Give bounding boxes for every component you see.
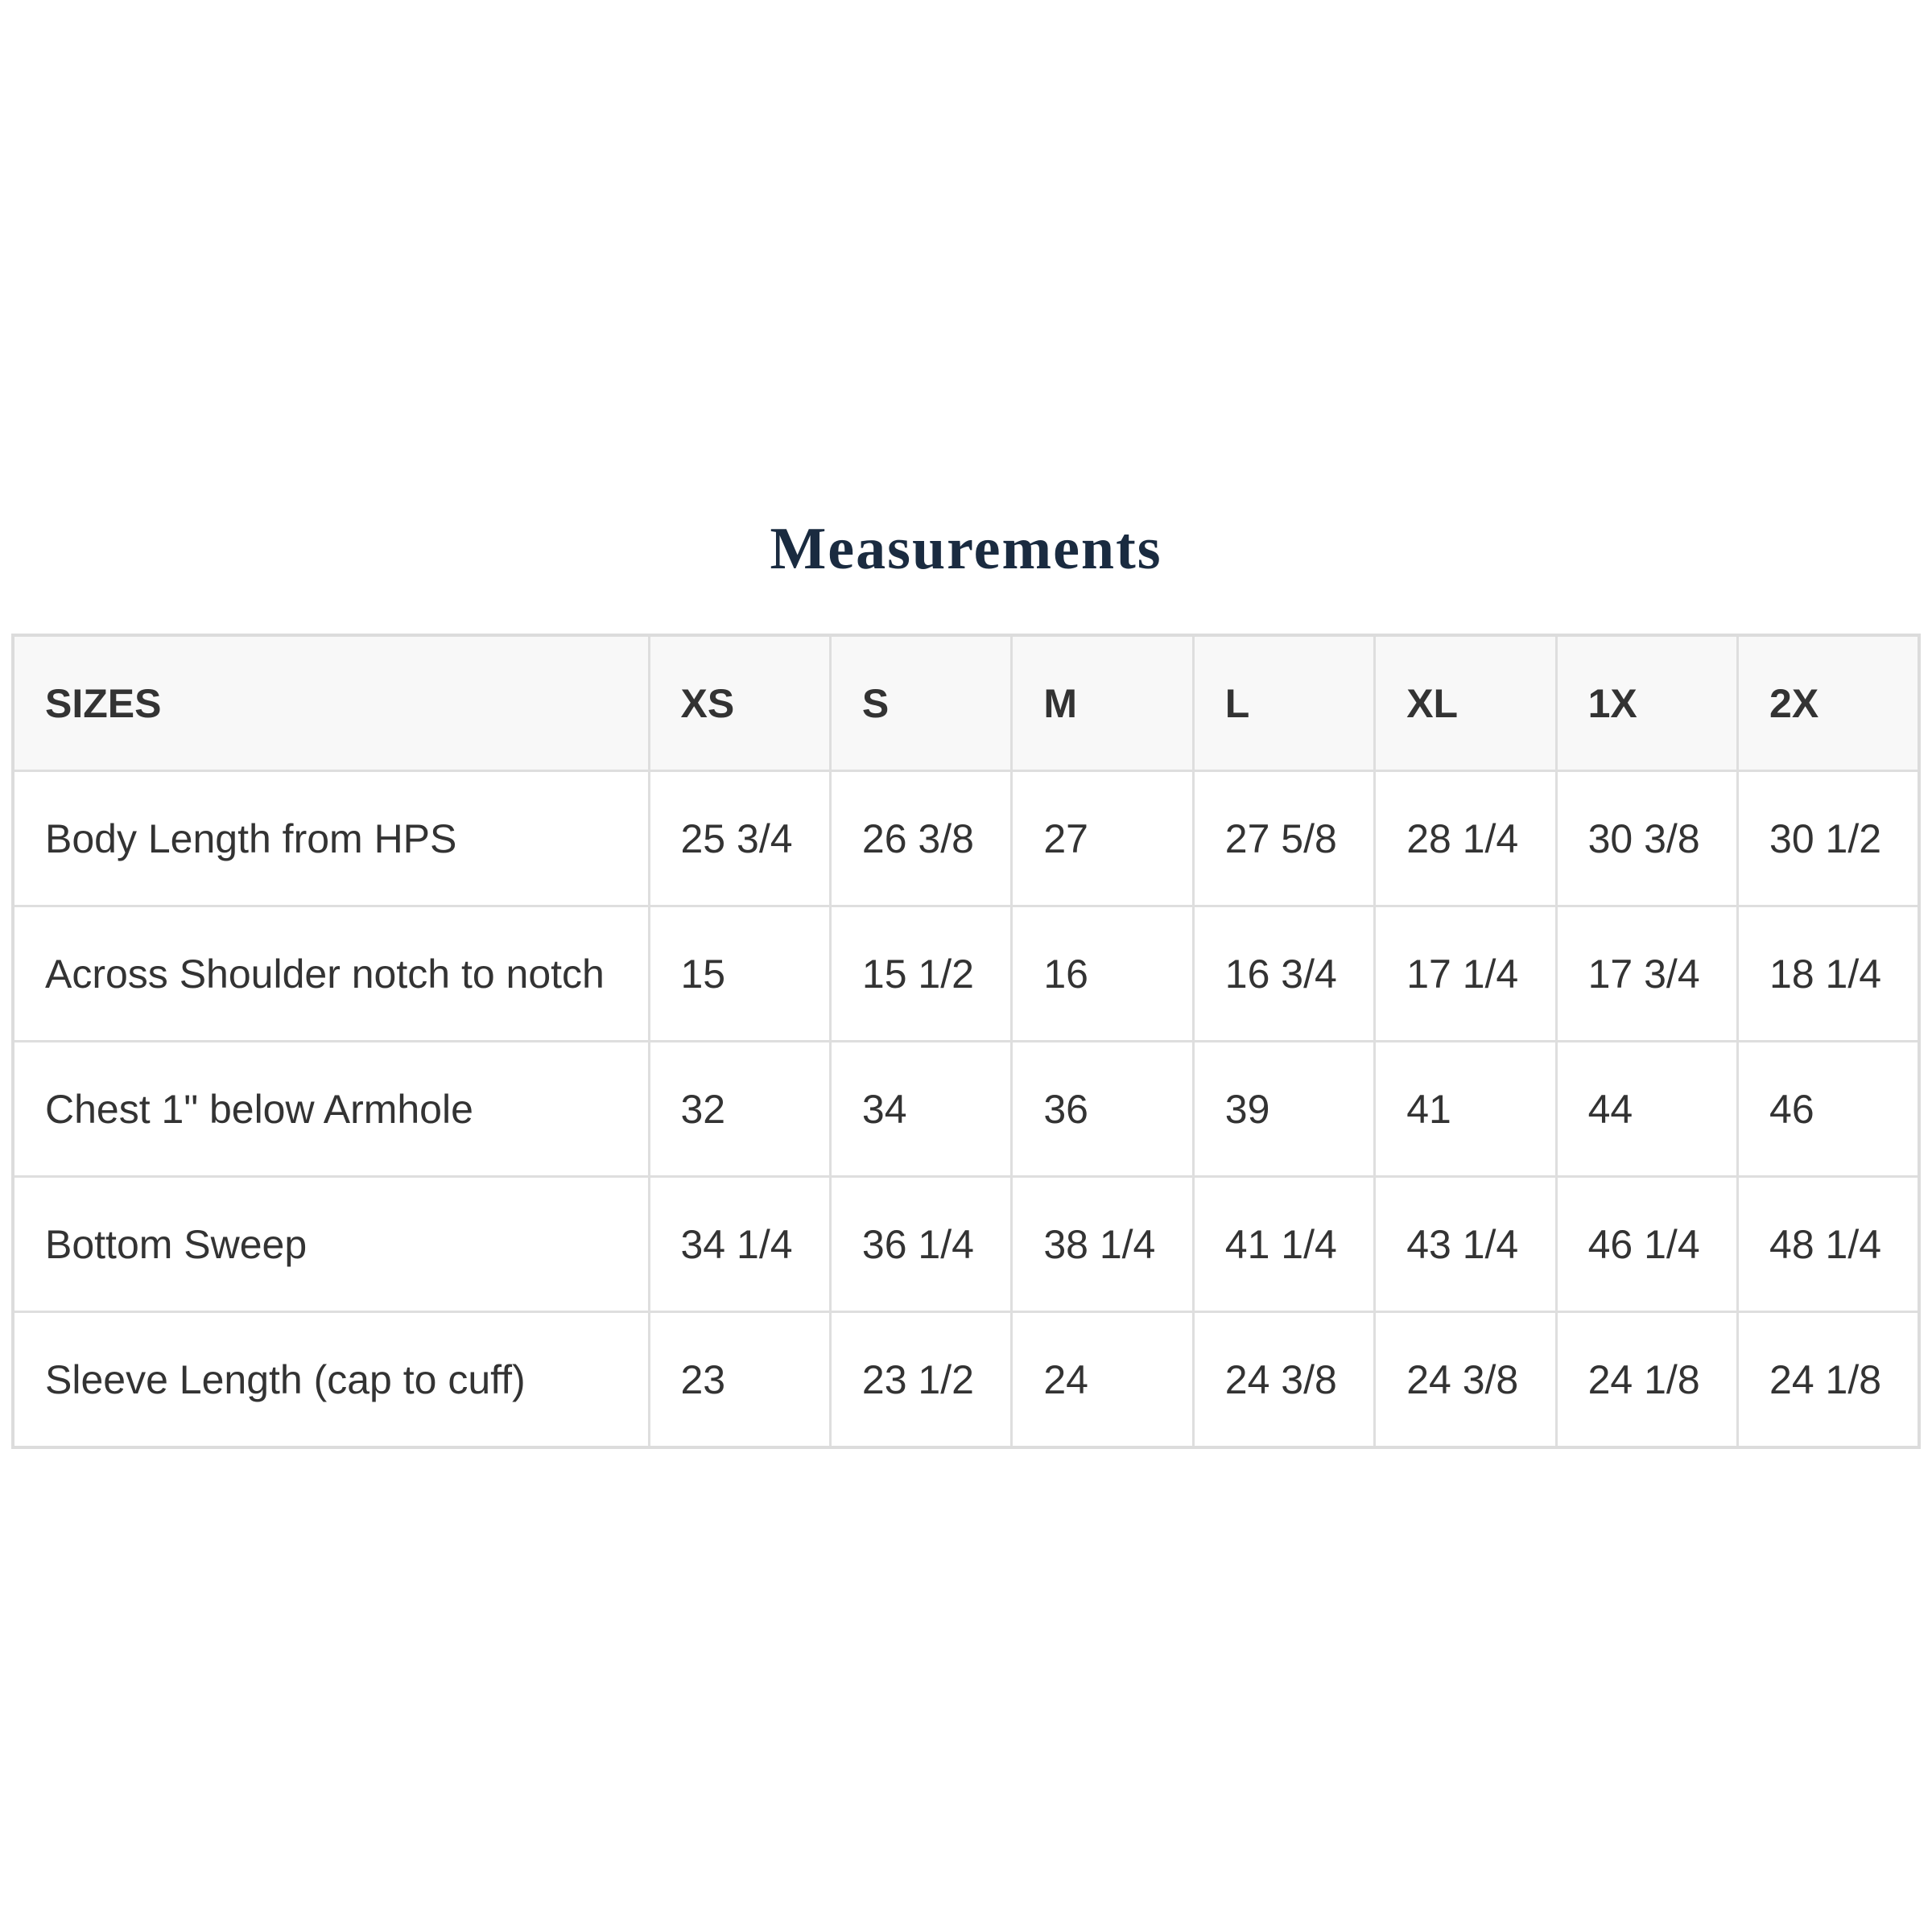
row-label: Chest 1" below Armhole — [11, 1040, 650, 1178]
measurement-cell: 38 1/4 — [1010, 1175, 1195, 1313]
measurement-cell: 48 1/4 — [1736, 1175, 1921, 1313]
table-body: Body Length from HPS 25 3/4 26 3/8 27 27 5/8… — [11, 770, 1921, 1449]
measurement-cell: 24 3/8 — [1373, 1311, 1558, 1449]
measurement-cell: 36 1/4 — [828, 1175, 1013, 1313]
row-label: Sleeve Length (cap to cuff) — [11, 1311, 650, 1449]
measurement-cell: 25 3/4 — [647, 770, 832, 907]
table-header-row: SIZES XS S M L XL 1X 2X — [11, 634, 1921, 772]
header-sizes: SIZES — [11, 634, 650, 772]
measurement-cell: 24 — [1010, 1311, 1195, 1449]
measurement-cell: 39 — [1191, 1040, 1377, 1178]
measurement-cell: 17 1/4 — [1373, 905, 1558, 1042]
measurement-cell: 26 3/8 — [828, 770, 1013, 907]
measurement-cell: 41 — [1373, 1040, 1558, 1178]
measurement-cell: 46 — [1736, 1040, 1921, 1178]
table-row: Sleeve Length (cap to cuff) 23 23 1/2 24 24 … — [11, 1311, 1921, 1449]
page-title: Measurements — [770, 516, 1162, 582]
measurement-cell: 16 — [1010, 905, 1195, 1042]
table-row: Bottom Sweep 34 1/4 36 1/4 38 1/4 41 1/4 43 1… — [11, 1175, 1921, 1313]
header-size-xl: XL — [1373, 634, 1558, 772]
header-size-1x: 1X — [1554, 634, 1740, 772]
header-size-2x: 2X — [1736, 634, 1921, 772]
table-row: Body Length from HPS 25 3/4 26 3/8 27 27 5/8… — [11, 770, 1921, 907]
measurement-cell: 28 1/4 — [1373, 770, 1558, 907]
measurement-cell: 15 1/2 — [828, 905, 1013, 1042]
measurement-cell: 34 1/4 — [647, 1175, 832, 1313]
measurement-cell: 30 3/8 — [1554, 770, 1740, 907]
header-size-m: M — [1010, 634, 1195, 772]
row-label: Across Shoulder notch to notch — [11, 905, 650, 1042]
header-size-l: L — [1191, 634, 1377, 772]
measurement-cell: 17 3/4 — [1554, 905, 1740, 1042]
measurement-cell: 15 — [647, 905, 832, 1042]
measurement-cell: 46 1/4 — [1554, 1175, 1740, 1313]
measurement-cell: 24 1/8 — [1736, 1311, 1921, 1449]
measurement-cell: 44 — [1554, 1040, 1740, 1178]
measurement-cell: 41 1/4 — [1191, 1175, 1377, 1313]
measurement-cell: 16 3/4 — [1191, 905, 1377, 1042]
header-size-s: S — [828, 634, 1013, 772]
row-label: Bottom Sweep — [11, 1175, 650, 1313]
measurement-cell: 32 — [647, 1040, 832, 1178]
measurement-cell: 27 5/8 — [1191, 770, 1377, 907]
measurement-cell: 34 — [828, 1040, 1013, 1178]
measurement-cell: 18 1/4 — [1736, 905, 1921, 1042]
measurement-cell: 36 — [1010, 1040, 1195, 1178]
measurement-cell: 23 1/2 — [828, 1311, 1013, 1449]
measurements-table: SIZES XS S M L XL 1X 2X Body Length from HPS 25 … — [11, 634, 1921, 1449]
measurement-cell: 27 — [1010, 770, 1195, 907]
header-size-xs: XS — [647, 634, 832, 772]
table-row: Chest 1" below Armhole 32 34 36 39 41 44 46 — [11, 1040, 1921, 1178]
measurement-cell: 43 1/4 — [1373, 1175, 1558, 1313]
measurement-cell: 24 1/8 — [1554, 1311, 1740, 1449]
measurement-cell: 23 — [647, 1311, 832, 1449]
measurement-cell: 30 1/2 — [1736, 770, 1921, 907]
row-label: Body Length from HPS — [11, 770, 650, 907]
table-row: Across Shoulder notch to notch 15 15 1/2 16… — [11, 905, 1921, 1042]
measurement-cell: 24 3/8 — [1191, 1311, 1377, 1449]
